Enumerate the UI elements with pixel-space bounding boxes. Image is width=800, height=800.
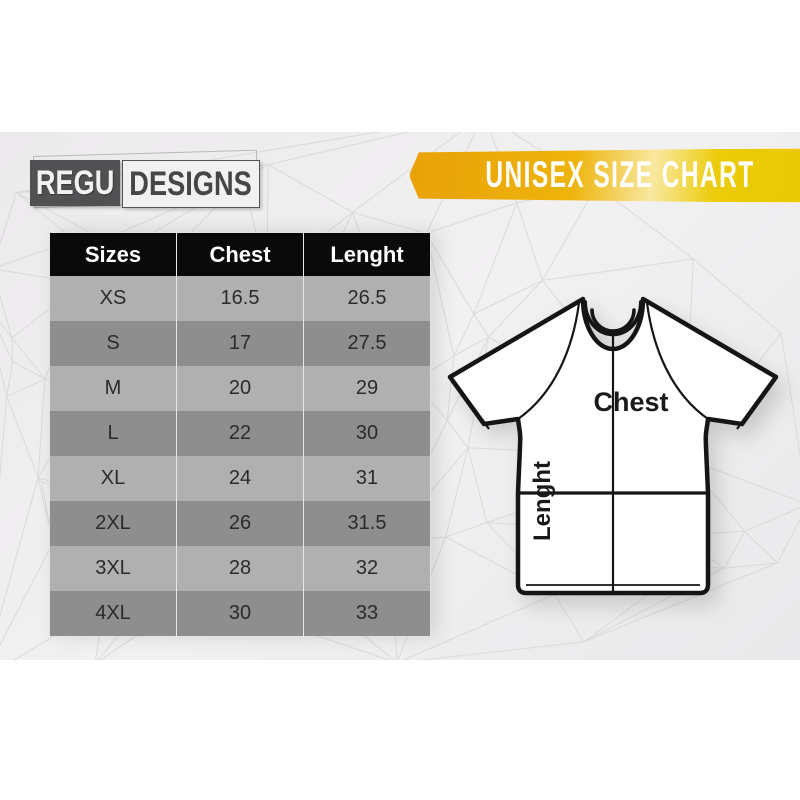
svg-text:Lenght: Lenght (529, 461, 556, 541)
svg-text:Chest: Chest (593, 387, 668, 417)
